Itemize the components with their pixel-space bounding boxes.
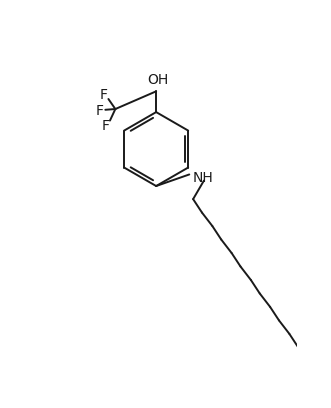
Text: NH: NH [193,171,214,185]
Text: F: F [101,119,109,133]
Text: F: F [96,104,104,118]
Text: OH: OH [147,73,168,86]
Text: F: F [100,88,108,102]
